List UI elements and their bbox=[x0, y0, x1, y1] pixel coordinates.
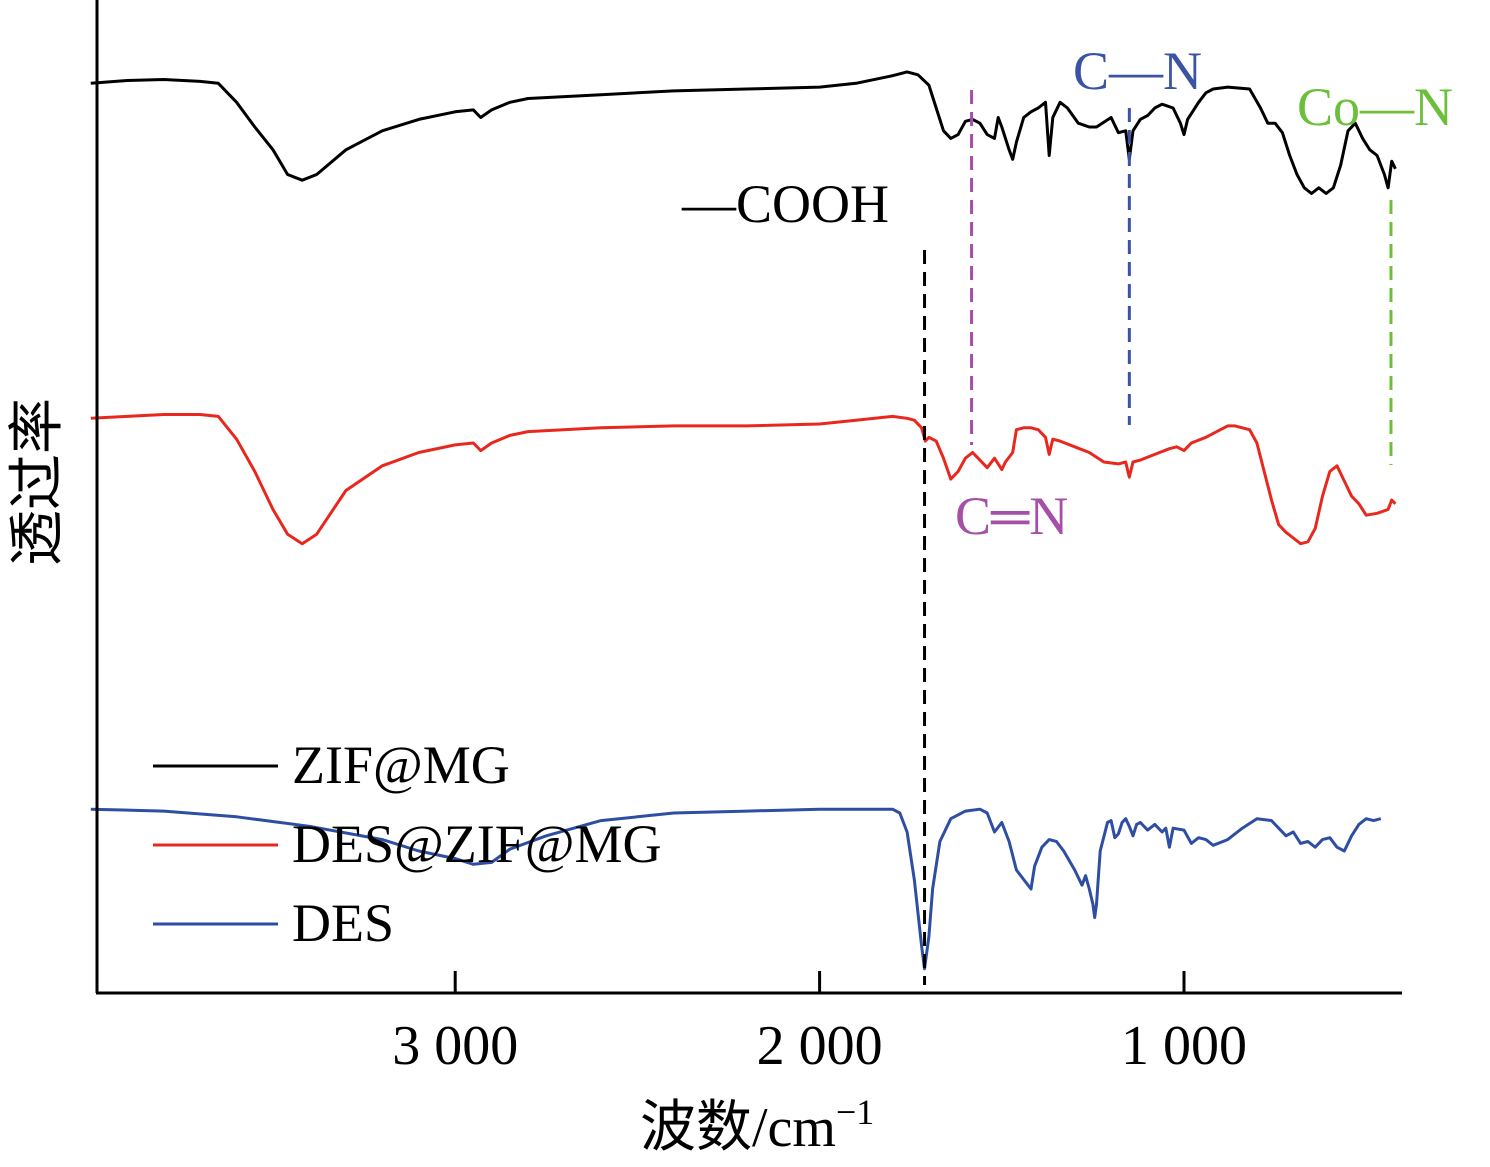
series-line-des bbox=[90, 807, 1382, 971]
annotation-c-double-n: C═N bbox=[955, 486, 1068, 546]
series-line-zif-mg bbox=[90, 70, 1397, 195]
x-tick-label-2000: 2 000 bbox=[757, 1015, 883, 1077]
legend-label-zif-mg: ZIF@MG bbox=[292, 735, 510, 795]
plot-area bbox=[90, 70, 1397, 971]
x-axis-label: 波数/cm−1 bbox=[640, 1092, 874, 1159]
legend-label-des: DES bbox=[292, 893, 394, 953]
annotation-co-n: Co—N bbox=[1297, 77, 1453, 137]
x-tick-label-1000: 1 000 bbox=[1121, 1015, 1247, 1077]
y-axis-label: 透过率 bbox=[7, 398, 69, 566]
legend: ZIF@MG DES@ZIF@MG DES bbox=[153, 735, 661, 953]
x-tick-label-3000: 3 000 bbox=[392, 1015, 518, 1077]
x-axis-label-superscript: −1 bbox=[836, 1092, 874, 1132]
x-ticks: 3 000 2 000 1 000 bbox=[392, 971, 1247, 1077]
annotation-lines bbox=[923, 90, 1393, 985]
legend-label-des-zif-mg: DES@ZIF@MG bbox=[292, 814, 661, 874]
series-line-des-zif-mg bbox=[90, 413, 1397, 546]
annotation-c-single-n: C—N bbox=[1073, 41, 1202, 101]
annotation-cooh: —COOH bbox=[681, 174, 889, 234]
x-axis-label-text: 波数/cm bbox=[640, 1097, 836, 1159]
